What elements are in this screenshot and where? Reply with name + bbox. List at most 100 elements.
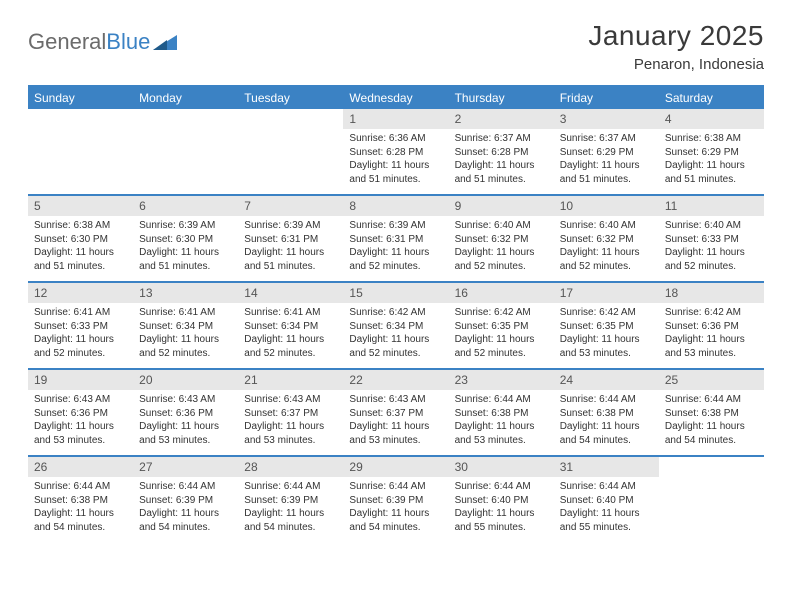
calendar-day-cell: 30Sunrise: 6:44 AMSunset: 6:40 PMDayligh… [449, 456, 554, 542]
sunrise-line: Sunrise: 6:40 AM [455, 219, 548, 233]
calendar-day-cell: 25 Sunrise: 6:44 AMSunset: 6:38 PMDayligh… [659, 369, 764, 456]
daylight-line: Daylight: 11 hours and 52 minutes. [34, 333, 127, 360]
header: GeneralBlue January 2025 Penaron, Indone… [28, 20, 764, 73]
day-content: Sunrise: 6:43 AMSunset: 6:36 PMDaylight:… [133, 390, 238, 455]
sunrise-line: Sunrise: 6:38 AM [34, 219, 127, 233]
sunset-line: Sunset: 6:37 PM [349, 407, 442, 421]
day-number: 13 [133, 283, 238, 303]
day-number: 25 [659, 370, 764, 390]
sunrise-line: Sunrise: 6:37 AM [455, 132, 548, 146]
calendar-day-cell: 16Sunrise: 6:42 AMSunset: 6:35 PMDayligh… [449, 282, 554, 369]
calendar-day-cell: 9Sunrise: 6:40 AMSunset: 6:32 PMDaylight… [449, 195, 554, 282]
day-content: Sunrise: 6:40 AMSunset: 6:32 PMDaylight:… [554, 216, 659, 281]
calendar-day-cell: 28Sunrise: 6:44 AMSunset: 6:39 PMDayligh… [238, 456, 343, 542]
daylight-line: Daylight: 11 hours and 52 minutes. [560, 246, 653, 273]
day-content: Sunrise: 6:38 AMSunset: 6:29 PMDaylight:… [659, 129, 764, 194]
logo: GeneralBlue [28, 28, 177, 56]
daylight-line: Daylight: 11 hours and 52 minutes. [349, 246, 442, 273]
calendar-day-cell: 7Sunrise: 6:39 AMSunset: 6:31 PMDaylight… [238, 195, 343, 282]
calendar-day-cell: 18Sunrise: 6:42 AMSunset: 6:36 PMDayligh… [659, 282, 764, 369]
daylight-line: Daylight: 11 hours and 54 minutes. [665, 420, 758, 447]
calendar-day-cell: 8Sunrise: 6:39 AMSunset: 6:31 PMDaylight… [343, 195, 448, 282]
day-number: 21 [238, 370, 343, 390]
day-content: Sunrise: 6:44 AMSunset: 6:38 PMDaylight:… [449, 390, 554, 455]
daylight-line: Daylight: 11 hours and 53 minutes. [34, 420, 127, 447]
calendar-day-cell: 24Sunrise: 6:44 AMSunset: 6:38 PMDayligh… [554, 369, 659, 456]
sunrise-line: Sunrise: 6:44 AM [665, 393, 758, 407]
sunset-line: Sunset: 6:38 PM [665, 407, 758, 421]
sunrise-line: Sunrise: 6:39 AM [139, 219, 232, 233]
day-number: 18 [659, 283, 764, 303]
daylight-line: Daylight: 11 hours and 53 minutes. [349, 420, 442, 447]
daylight-line: Daylight: 11 hours and 54 minutes. [34, 507, 127, 534]
sunset-line: Sunset: 6:40 PM [455, 494, 548, 508]
sunrise-line: Sunrise: 6:43 AM [34, 393, 127, 407]
daylight-line: Daylight: 11 hours and 52 minutes. [139, 333, 232, 360]
day-number: 1 [343, 109, 448, 129]
day-number: 27 [133, 457, 238, 477]
sunrise-line: Sunrise: 6:43 AM [244, 393, 337, 407]
day-number: 17 [554, 283, 659, 303]
sunset-line: Sunset: 6:38 PM [560, 407, 653, 421]
sunrise-line: Sunrise: 6:44 AM [139, 480, 232, 494]
logo-text-gray: General [28, 29, 106, 55]
day-content: Sunrise: 6:37 AMSunset: 6:28 PMDaylight:… [449, 129, 554, 194]
day-number: 9 [449, 196, 554, 216]
day-header-wednesday: Wednesday [343, 86, 448, 109]
daylight-line: Daylight: 11 hours and 51 minutes. [560, 159, 653, 186]
daylight-line: Daylight: 11 hours and 54 minutes. [560, 420, 653, 447]
daylight-line: Daylight: 11 hours and 51 minutes. [455, 159, 548, 186]
day-header-thursday: Thursday [449, 86, 554, 109]
day-content: Sunrise: 6:37 AMSunset: 6:29 PMDaylight:… [554, 129, 659, 194]
sunrise-line: Sunrise: 6:42 AM [560, 306, 653, 320]
daylight-line: Daylight: 11 hours and 53 minutes. [244, 420, 337, 447]
day-content: Sunrise: 6:43 AMSunset: 6:37 PMDaylight:… [238, 390, 343, 455]
sunrise-line: Sunrise: 6:44 AM [349, 480, 442, 494]
day-number: 16 [449, 283, 554, 303]
day-header-monday: Monday [133, 86, 238, 109]
calendar-day-cell: 11Sunrise: 6:40 AMSunset: 6:33 PMDayligh… [659, 195, 764, 282]
day-number: 24 [554, 370, 659, 390]
sunset-line: Sunset: 6:35 PM [560, 320, 653, 334]
day-content: Sunrise: 6:41 AMSunset: 6:33 PMDaylight:… [28, 303, 133, 368]
sunset-line: Sunset: 6:37 PM [244, 407, 337, 421]
sunset-line: Sunset: 6:39 PM [244, 494, 337, 508]
day-number: 8 [343, 196, 448, 216]
day-number: 5 [28, 196, 133, 216]
day-content: Sunrise: 6:42 AMSunset: 6:35 PMDaylight:… [554, 303, 659, 368]
day-header-friday: Friday [554, 86, 659, 109]
daylight-line: Daylight: 11 hours and 53 minutes. [560, 333, 653, 360]
sunset-line: Sunset: 6:36 PM [139, 407, 232, 421]
calendar-day-cell: 23Sunrise: 6:44 AMSunset: 6:38 PMDayligh… [449, 369, 554, 456]
calendar-day-cell: 19Sunrise: 6:43 AMSunset: 6:36 PMDayligh… [28, 369, 133, 456]
sunrise-line: Sunrise: 6:43 AM [139, 393, 232, 407]
sunrise-line: Sunrise: 6:42 AM [665, 306, 758, 320]
calendar-week-row: 26Sunrise: 6:44 AMSunset: 6:38 PMDayligh… [28, 456, 764, 542]
sunrise-line: Sunrise: 6:40 AM [665, 219, 758, 233]
sunrise-line: Sunrise: 6:44 AM [560, 480, 653, 494]
calendar-day-cell: 31Sunrise: 6:44 AMSunset: 6:40 PMDayligh… [554, 456, 659, 542]
sunset-line: Sunset: 6:34 PM [349, 320, 442, 334]
day-number: 31 [554, 457, 659, 477]
daylight-line: Daylight: 11 hours and 54 minutes. [349, 507, 442, 534]
day-number: 29 [343, 457, 448, 477]
sunset-line: Sunset: 6:30 PM [34, 233, 127, 247]
sunrise-line: Sunrise: 6:44 AM [455, 393, 548, 407]
sunrise-line: Sunrise: 6:39 AM [349, 219, 442, 233]
sunrise-line: Sunrise: 6:41 AM [139, 306, 232, 320]
sunrise-line: Sunrise: 6:41 AM [244, 306, 337, 320]
calendar-day-cell: 3Sunrise: 6:37 AMSunset: 6:29 PMDaylight… [554, 109, 659, 195]
day-content: Sunrise: 6:43 AMSunset: 6:37 PMDaylight:… [343, 390, 448, 455]
day-content: Sunrise: 6:39 AMSunset: 6:31 PMDaylight:… [343, 216, 448, 281]
sunrise-line: Sunrise: 6:44 AM [455, 480, 548, 494]
day-number: 14 [238, 283, 343, 303]
day-content: Sunrise: 6:40 AMSunset: 6:33 PMDaylight:… [659, 216, 764, 281]
calendar-day-cell: 6Sunrise: 6:39 AMSunset: 6:30 PMDaylight… [133, 195, 238, 282]
daylight-line: Daylight: 11 hours and 51 minutes. [139, 246, 232, 273]
sunrise-line: Sunrise: 6:36 AM [349, 132, 442, 146]
day-content: Sunrise: 6:41 AMSunset: 6:34 PMDaylight:… [133, 303, 238, 368]
day-content: Sunrise: 6:40 AMSunset: 6:32 PMDaylight:… [449, 216, 554, 281]
daylight-line: Daylight: 11 hours and 55 minutes. [455, 507, 548, 534]
sunset-line: Sunset: 6:31 PM [244, 233, 337, 247]
day-content: Sunrise: 6:44 AMSunset: 6:39 PMDaylight:… [238, 477, 343, 542]
